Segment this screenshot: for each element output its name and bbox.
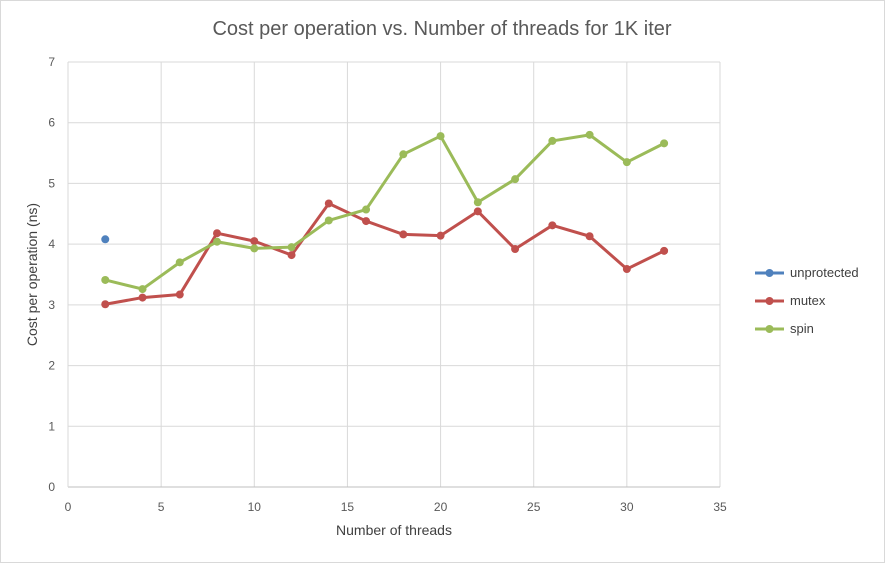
data-point-spin xyxy=(287,243,296,252)
y-tick-label: 6 xyxy=(48,116,55,130)
data-point-mutex xyxy=(548,221,557,230)
data-point-mutex xyxy=(138,293,147,302)
data-point-mutex xyxy=(436,231,445,240)
x-tick-label: 0 xyxy=(65,500,72,514)
y-tick-label: 4 xyxy=(48,237,55,251)
gridlines xyxy=(68,61,721,487)
data-point-spin xyxy=(436,132,445,141)
data-point-mutex xyxy=(473,207,482,216)
data-point-mutex xyxy=(175,290,184,299)
data-point-spin xyxy=(362,205,371,214)
chart-title: Cost per operation vs. Number of threads… xyxy=(212,18,671,40)
y-tick-label: 3 xyxy=(48,298,55,312)
y-tick-label: 2 xyxy=(48,359,55,373)
x-tick-label: 35 xyxy=(713,500,727,514)
data-point-mutex xyxy=(585,232,594,241)
legend-label: spin xyxy=(790,321,814,336)
data-point-spin xyxy=(622,158,631,167)
series-mutex xyxy=(101,199,669,309)
legend: unprotected mutex spin xyxy=(755,265,859,336)
data-point-unprotected xyxy=(101,235,110,244)
y-axis-title: Cost per operation (ns) xyxy=(24,203,40,346)
data-point-mutex xyxy=(287,251,296,260)
data-point-spin xyxy=(250,244,259,253)
data-point-mutex xyxy=(101,300,110,309)
legend-marker-swatch xyxy=(765,269,774,277)
legend-item-unprotected: unprotected xyxy=(755,265,859,280)
series-line-spin xyxy=(103,133,666,291)
x-tick-label: 25 xyxy=(527,500,541,514)
x-tick-label: 15 xyxy=(341,500,355,514)
data-point-mutex xyxy=(399,230,408,239)
data-point-spin xyxy=(138,285,147,294)
data-point-spin xyxy=(101,275,110,284)
data-point-spin xyxy=(548,136,557,145)
data-point-spin xyxy=(473,198,482,207)
x-tick-label: 30 xyxy=(620,500,634,514)
y-tick-label: 5 xyxy=(48,176,55,190)
legend-label: mutex xyxy=(790,293,826,308)
data-point-spin xyxy=(585,130,594,139)
x-tick-label: 5 xyxy=(158,500,165,514)
legend-item-mutex: mutex xyxy=(755,293,826,308)
data-point-mutex xyxy=(622,265,631,274)
legend-label: unprotected xyxy=(790,265,859,280)
data-point-spin xyxy=(399,150,408,159)
legend-item-spin: spin xyxy=(755,321,814,336)
legend-marker-swatch xyxy=(765,297,774,305)
x-tick-label: 10 xyxy=(248,500,262,514)
data-point-mutex xyxy=(213,229,222,238)
x-axis-title: Number of threads xyxy=(336,522,452,538)
series-spin xyxy=(101,130,669,294)
axes: 0 1 2 3 4 5 6 7 0 5 10 15 20 25 30 35 xyxy=(48,55,727,514)
data-point-mutex xyxy=(250,237,259,246)
x-tick-label: 20 xyxy=(434,500,448,514)
data-point-spin xyxy=(511,175,520,184)
plot-series xyxy=(101,130,669,309)
data-point-spin xyxy=(175,258,184,267)
data-point-spin xyxy=(324,216,333,225)
y-tick-label: 7 xyxy=(48,55,55,69)
y-tick-label: 1 xyxy=(48,419,55,433)
data-point-spin xyxy=(660,139,669,148)
legend-marker-swatch xyxy=(765,325,774,333)
data-point-mutex xyxy=(362,217,371,226)
data-point-mutex xyxy=(511,245,520,253)
data-point-spin xyxy=(213,237,222,246)
series-line-mutex xyxy=(103,201,666,306)
y-tick-label: 0 xyxy=(48,480,55,494)
series-unprotected xyxy=(101,235,110,244)
data-point-mutex xyxy=(660,246,669,255)
data-point-mutex xyxy=(324,199,333,208)
